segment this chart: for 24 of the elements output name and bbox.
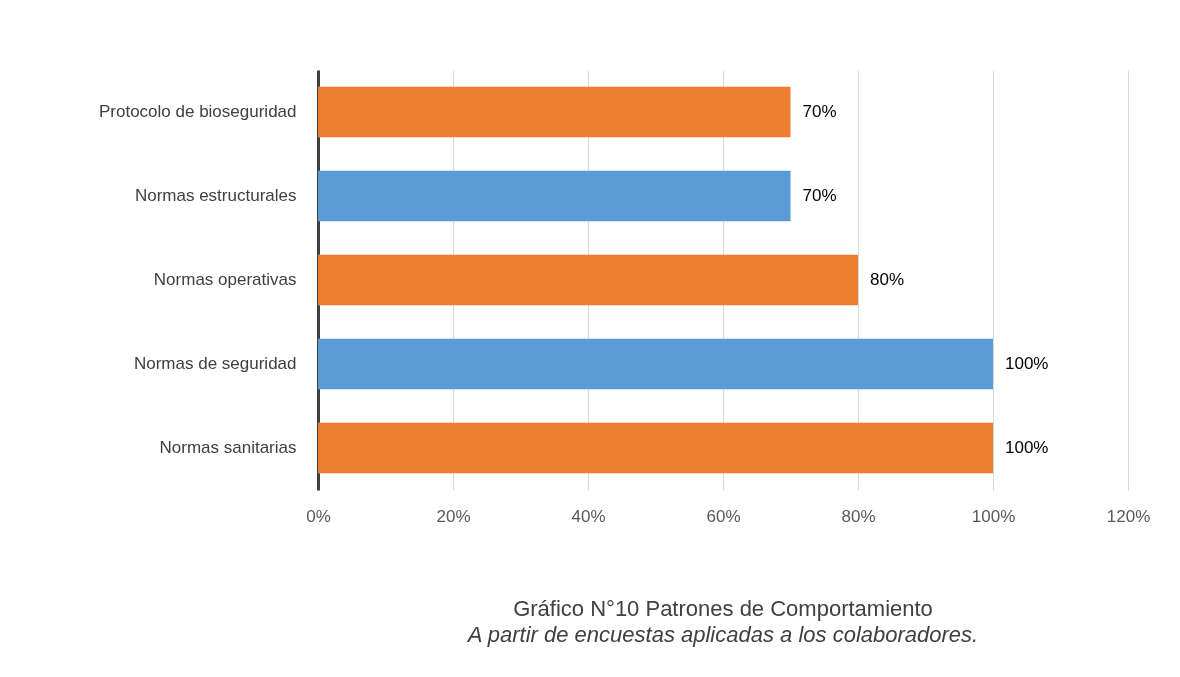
y-tick-label: Normas operativas: [153, 270, 297, 289]
x-tick-label: 60%: [706, 506, 741, 526]
bar: [318, 170, 791, 222]
y-tick-label: Normas de seguridad: [133, 354, 297, 373]
y-tick-label: Normas estructurales: [134, 186, 297, 205]
data-label: 100%: [1005, 354, 1049, 373]
text: Gráfico N°10 Patrones de Comportamiento: [513, 596, 933, 621]
x-tick-label: 40%: [571, 506, 606, 526]
x-tick-label: 120%: [1106, 506, 1151, 526]
bar: [318, 422, 993, 474]
y-tick-label: Protocolo de bioseguridad: [98, 102, 297, 121]
x-tick-label: 80%: [841, 506, 876, 526]
bar: [318, 254, 858, 306]
data-label: 80%: [870, 270, 905, 289]
bar: [318, 338, 993, 390]
x-tick-label: 20%: [436, 506, 471, 526]
x-tick-label: 100%: [971, 506, 1016, 526]
data-label: 70%: [802, 102, 837, 121]
x-tick-label: 0%: [306, 506, 331, 526]
bar: [318, 86, 791, 138]
data-label: 100%: [1005, 438, 1049, 457]
text: A partir de encuestas aplicadas a los colaboradores.: [465, 622, 979, 647]
y-tick-label: Normas sanitarias: [159, 438, 297, 457]
data-label: 70%: [802, 186, 837, 205]
